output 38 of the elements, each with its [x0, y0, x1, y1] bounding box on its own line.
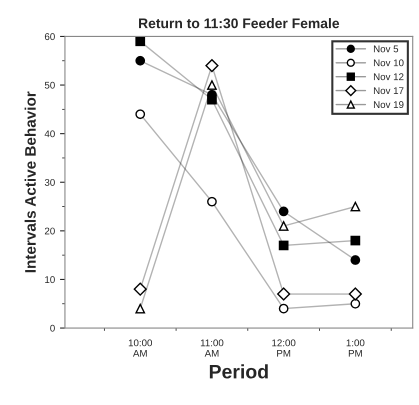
point — [350, 255, 360, 265]
y-tick-label: 0 — [50, 324, 55, 332]
y-tick-label: 50 — [44, 82, 55, 89]
point — [348, 287, 362, 301]
point — [135, 56, 146, 66]
point — [135, 109, 146, 120]
y-tick-label: 30 — [44, 178, 55, 186]
point — [134, 282, 147, 296]
y-tick-label: 60 — [44, 33, 55, 40]
y-tick-label: 40 — [44, 130, 55, 138]
legend-label: Nov 12 — [374, 73, 404, 80]
x-axis-title: Period — [210, 364, 268, 379]
y-axis-title: Intervals Active Behavior — [24, 91, 36, 272]
point — [350, 236, 360, 246]
point — [278, 304, 289, 314]
x-tick-label: 12:00 PM — [272, 339, 296, 357]
point — [350, 202, 360, 212]
x-tick-label: 1:00 PM — [346, 339, 364, 357]
x-tick-label: 10:00 AM — [128, 339, 152, 357]
chart-title: Return to 11:30 Feeder Female — [139, 18, 340, 28]
point — [278, 240, 289, 250]
point — [205, 59, 219, 72]
legend-label: Nov 10 — [374, 59, 404, 66]
point — [277, 287, 290, 301]
point — [278, 206, 289, 216]
point — [207, 80, 217, 90]
legend-label: Nov 19 — [374, 101, 404, 108]
point — [207, 94, 217, 104]
y-tick-label: 10 — [45, 276, 55, 284]
legend-label: Nov 5 — [374, 46, 398, 52]
point — [278, 221, 289, 231]
y-tick-label: 20 — [44, 228, 55, 234]
point — [135, 36, 146, 46]
legend-label: Nov 17 — [374, 87, 404, 94]
point — [350, 298, 360, 309]
point — [135, 304, 146, 314]
point — [207, 196, 217, 207]
x-tick-label: 11:00 AM — [200, 339, 224, 357]
